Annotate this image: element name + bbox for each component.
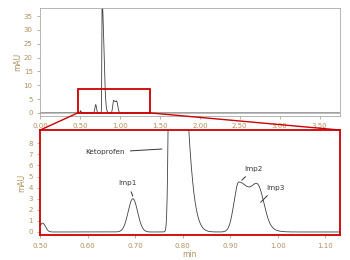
- Bar: [78, 89, 150, 113]
- Text: Ketoprofen: Ketoprofen: [85, 149, 162, 155]
- X-axis label: min: min: [183, 250, 197, 259]
- X-axis label: min: min: [183, 131, 197, 140]
- Y-axis label: mAU: mAU: [13, 53, 22, 71]
- Text: Imp2: Imp2: [242, 166, 263, 180]
- Text: Imp1: Imp1: [119, 180, 137, 196]
- Y-axis label: mAU: mAU: [18, 174, 27, 192]
- Text: Imp3: Imp3: [261, 185, 284, 202]
